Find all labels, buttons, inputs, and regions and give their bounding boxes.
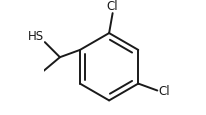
Text: Cl: Cl — [158, 84, 169, 97]
Text: Cl: Cl — [106, 0, 118, 13]
Text: HS: HS — [27, 29, 43, 42]
